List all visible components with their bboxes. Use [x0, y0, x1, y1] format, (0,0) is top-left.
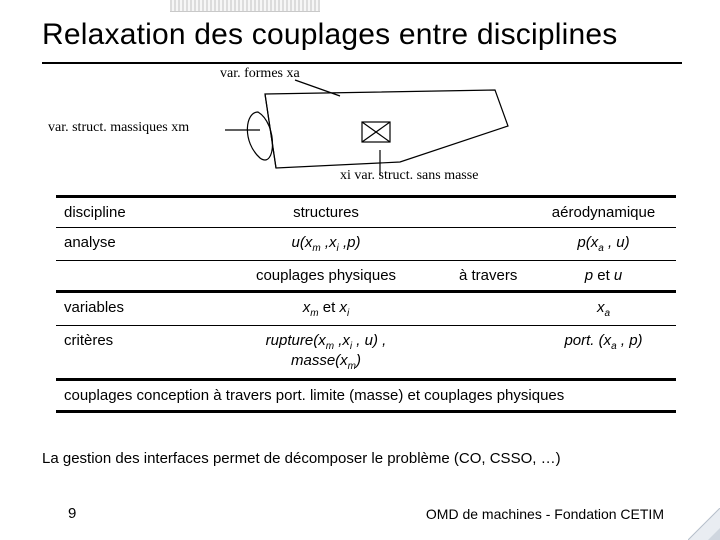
- title-row: Relaxation des couplages entre disciplin…: [42, 18, 682, 64]
- table-cell-span: couplages conception à travers port. lim…: [56, 381, 676, 412]
- page-number: 9: [68, 505, 76, 522]
- table-cell-c2: u(xm ,xi ,p): [201, 228, 451, 261]
- table-row: critèresrupture(xm ,xi , u) ,masse(xm) po…: [56, 326, 676, 380]
- header-deco-stripes: [170, 0, 320, 12]
- table-cell-c1: variables: [56, 293, 201, 326]
- table-cell-c1: critères: [56, 326, 201, 380]
- table-cell-c2: xm et xi: [201, 293, 451, 326]
- footnote-text: La gestion des interfaces permet de déco…: [42, 450, 682, 467]
- page-curl-icon: [688, 508, 720, 540]
- table-cell-c1: discipline: [56, 197, 201, 228]
- table-cell-c4: port. (xa , p): [531, 326, 676, 380]
- table-rule: [56, 412, 676, 414]
- table-cell-c4: p et u: [531, 261, 676, 292]
- page-title: Relaxation des couplages entre disciplin…: [42, 18, 617, 51]
- table-cell-c2: couplages physiques: [201, 261, 451, 292]
- disciplines-table: disciplinestructuresaérodynamiqueanalyse…: [56, 195, 676, 413]
- table-cell-c4: aérodynamique: [531, 197, 676, 228]
- table-cell-c3: [451, 326, 531, 380]
- table-row: variablesxm et xi xa: [56, 293, 676, 326]
- table-cell-c3: à travers: [451, 261, 531, 292]
- table-cell-c4: xa: [531, 293, 676, 326]
- wing-figure: var. formes xa var. struct. massiques xm…: [60, 72, 530, 187]
- figure-label-top: var. formes xa: [220, 66, 300, 82]
- footer-right-text: OMD de machines - Fondation CETIM: [426, 506, 664, 522]
- table-cell-c3: [451, 293, 531, 326]
- table-row: disciplinestructures aérodynamique: [56, 197, 676, 228]
- table-row: couplages physiquesà traversp et u: [56, 261, 676, 292]
- table-row: analyseu(xm ,xi ,p) p(xa , u): [56, 228, 676, 261]
- table-cell-c2: structures: [201, 197, 451, 228]
- table-cell-c3: [451, 197, 531, 228]
- table-cell-c2: rupture(xm ,xi , u) ,masse(xm): [201, 326, 451, 380]
- table-cell-c1: analyse: [56, 228, 201, 261]
- table-cell-c4: p(xa , u): [531, 228, 676, 261]
- table-cell-c1: [56, 261, 201, 292]
- figure-label-bottom: xi var. struct. sans masse: [340, 168, 478, 184]
- figure-label-left: var. struct. massiques xm: [48, 120, 189, 136]
- table-cell-c3: [451, 228, 531, 261]
- table-row: couplages conception à travers port. lim…: [56, 381, 676, 412]
